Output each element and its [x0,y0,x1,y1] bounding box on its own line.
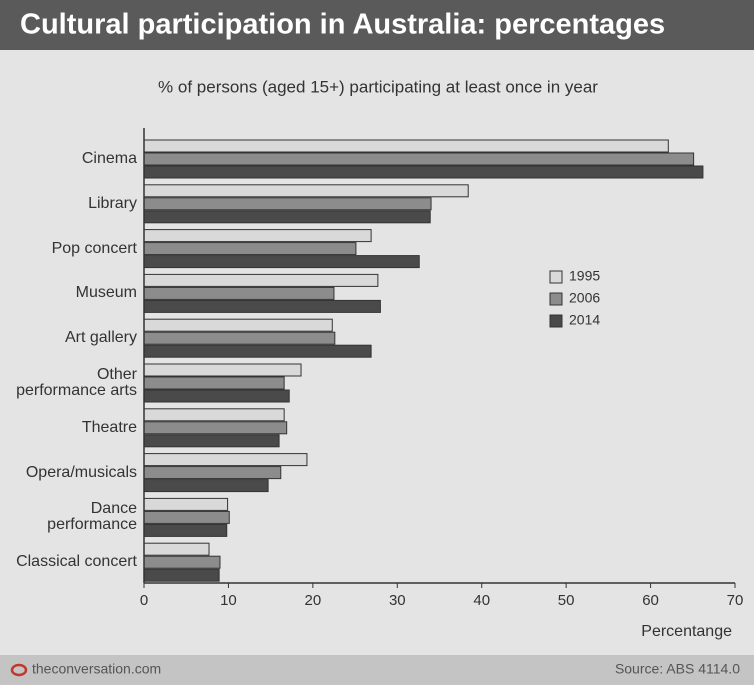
bar [143,408,285,422]
bar [143,286,335,300]
bar [143,255,420,269]
x-tick-label: 50 [558,592,575,609]
bar [143,376,285,390]
x-tick-label: 10 [220,592,237,609]
category-label: Theatre [81,418,137,436]
bar [143,331,336,345]
category-label: Museum [75,284,137,302]
bar [143,421,288,435]
bar [143,139,669,153]
legend-swatch [549,314,563,328]
bar [143,210,431,224]
x-tick-label: 40 [473,592,490,609]
bar [143,523,228,537]
bar [143,184,469,198]
legend-label: 2006 [569,290,600,306]
x-tick-label: 60 [642,592,659,609]
legend-swatch [549,292,563,306]
bar [143,229,372,243]
category-label: Art gallery [64,329,137,347]
x-tick-label: 0 [140,592,148,609]
bar [143,434,280,448]
bar [143,273,379,287]
bar [143,497,229,511]
logo [10,663,28,677]
bar [143,344,372,358]
category-label: Cinema [81,150,137,167]
bar [143,479,269,493]
x-tick-label: 70 [727,592,744,609]
bar [143,165,704,179]
bar [143,363,302,377]
legend-label: 1995 [569,268,600,284]
title: Cultural participation in Australia: per… [20,9,665,41]
bar [143,389,290,403]
category-label: Other performance arts [16,366,137,399]
bar [143,453,308,467]
legend-label: 2014 [569,312,600,328]
bar [143,318,333,332]
category-label: Classical concert [16,553,137,571]
bar [143,568,220,582]
header-bar [0,0,754,50]
bar [143,542,210,556]
x-tick-label: 20 [305,592,322,609]
x-tick-label: 30 [389,592,406,609]
bar [143,555,221,569]
category-label: Library [88,194,137,212]
footer-site[interactable]: theconversation.com [32,661,161,677]
subtitle: % of persons (aged 15+) participating at… [158,77,598,96]
x-axis-label: Percentange [641,623,732,640]
footer-bar [0,655,754,685]
bar [143,466,282,480]
category-label: Opera/musicals [25,463,137,481]
bar [143,510,230,524]
bar [143,152,695,166]
bar [143,299,381,313]
category-label: Dance performance [47,500,137,534]
category-label: Pop concert [51,239,137,257]
bar [143,197,432,211]
legend-swatch [549,270,563,284]
bar [143,242,357,256]
footer-source: Source: ABS 4114.0 [615,661,740,677]
